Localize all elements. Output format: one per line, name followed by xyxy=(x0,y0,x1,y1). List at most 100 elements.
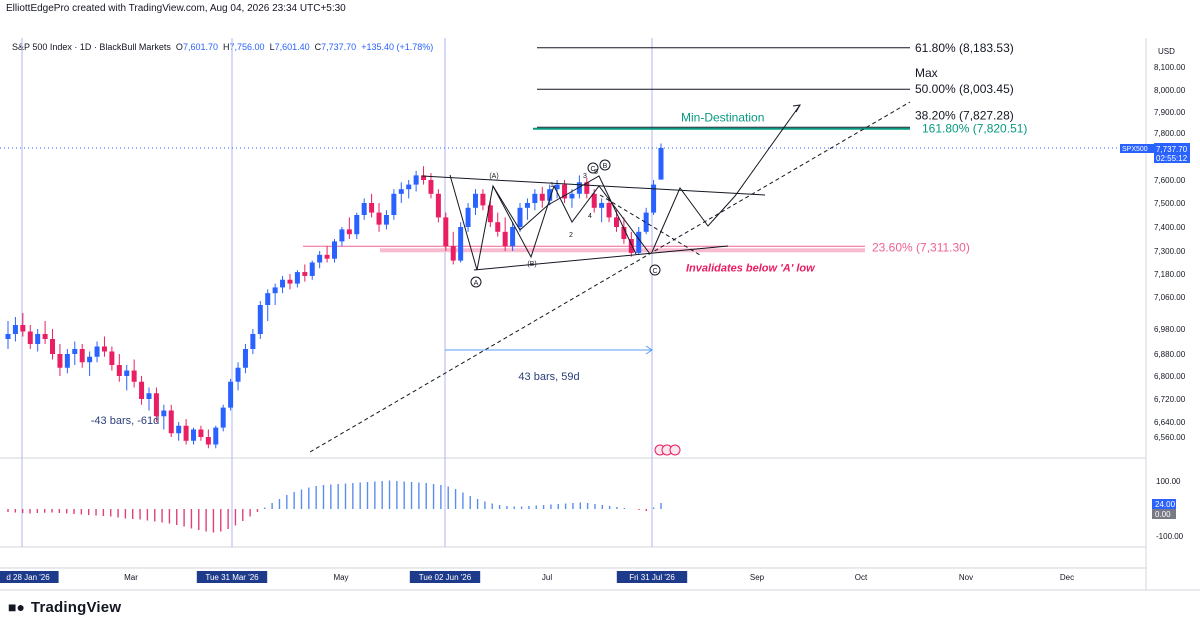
candle-body xyxy=(35,334,41,344)
candle-body xyxy=(599,203,605,208)
candle-body xyxy=(124,370,130,376)
candle-body xyxy=(57,354,63,368)
candle-body xyxy=(280,279,286,288)
wave-label-a-circle xyxy=(470,276,482,288)
candle-body xyxy=(428,180,434,194)
support-band xyxy=(380,248,865,253)
candle-body xyxy=(576,182,582,194)
tradingview-logo-icon: ■● xyxy=(8,599,25,615)
price-tick-label: 7,180.00 xyxy=(1154,270,1186,279)
wave-label-c-circle xyxy=(649,264,661,276)
candle-body xyxy=(487,205,493,223)
candle-body xyxy=(332,241,337,259)
candle-body xyxy=(139,381,145,399)
wave-label-c: C xyxy=(652,268,657,275)
symbol-name: S&P 500 Index · 1D · BlackBull Markets xyxy=(12,42,171,52)
currency-label: USD xyxy=(1158,47,1175,56)
candle-body xyxy=(539,193,545,201)
candle-body xyxy=(591,193,597,208)
candle-body xyxy=(272,287,278,294)
candle-body xyxy=(220,407,226,428)
candle-body xyxy=(502,231,508,247)
price-tick-label: 6,720.00 xyxy=(1154,395,1186,404)
candle-body xyxy=(510,227,516,247)
fib-note-max: Max xyxy=(915,66,938,80)
osc-tick-label: -100.00 xyxy=(1156,532,1184,541)
countdown-text: 02:55:12 xyxy=(1156,154,1188,163)
price-tick-label: 7,400.00 xyxy=(1154,223,1186,232)
candle-body xyxy=(183,425,189,441)
candle-body xyxy=(12,325,18,334)
candle-body xyxy=(421,175,427,180)
candle-body xyxy=(554,184,560,190)
fib-label-236: 23.60% (7,311.30) xyxy=(872,240,970,254)
lower-channel-dashed xyxy=(309,101,911,453)
time-tick-label: Jul xyxy=(542,573,552,582)
tradingview-brand: TradingView xyxy=(30,598,122,616)
candle-body xyxy=(524,203,530,208)
candle-body xyxy=(205,437,211,445)
price-tick-label: 7,800.00 xyxy=(1154,129,1186,138)
last-price-badge xyxy=(1154,143,1190,163)
min-destination-label: Min-Destination xyxy=(681,111,764,125)
candle-body xyxy=(213,427,219,445)
triangle-upper-trendline xyxy=(421,175,766,196)
wave-label-b-circle xyxy=(599,159,611,171)
candle-body xyxy=(458,227,464,261)
ticker-badge xyxy=(1120,144,1154,153)
candle-body xyxy=(5,334,11,339)
candle-body xyxy=(450,246,456,261)
wave-label-c-small: C xyxy=(590,166,595,173)
candle-body xyxy=(562,184,568,199)
candle-body xyxy=(376,212,382,225)
candle-body xyxy=(257,305,263,334)
candle-body xyxy=(628,239,634,253)
candle-body xyxy=(87,356,93,363)
candle-body xyxy=(72,349,78,354)
chart-creator-caption: ElliottEdgePro created with TradingView.… xyxy=(6,3,346,14)
ohlc-open: 7,601.70 xyxy=(182,42,218,52)
symbol-header: S&P 500 Index · 1D · BlackBull Markets O… xyxy=(12,42,433,52)
fib-label: 61.80% (8,183.53) xyxy=(915,41,1014,55)
candle-body xyxy=(354,215,360,235)
candle-body xyxy=(569,193,575,199)
candle-body xyxy=(443,217,449,247)
time-tick-label: Tue 02 Jun '26 xyxy=(419,573,472,582)
fib-label: 38.20% (7,827.28) xyxy=(915,108,1014,122)
price-tick-label: 7,600.00 xyxy=(1154,176,1186,185)
candle-body xyxy=(302,272,308,276)
candle-body xyxy=(613,217,619,227)
fib-label-161: 161.80% (7,820.51) xyxy=(922,122,1027,136)
sub-wave-label: 3 xyxy=(583,173,587,180)
time-tick-label: May xyxy=(333,573,348,582)
wave-label-a-paren: (A) xyxy=(489,173,498,180)
candle-body xyxy=(636,231,642,253)
candle-body xyxy=(495,222,501,232)
price-tick-label: 6,980.00 xyxy=(1154,325,1186,334)
bars-range-right-label: 43 bars, 59d xyxy=(518,371,579,383)
candle-body xyxy=(643,212,649,232)
candle-body xyxy=(287,279,293,284)
candle-body xyxy=(532,193,538,203)
candle-body xyxy=(176,425,182,434)
candle-body xyxy=(235,367,241,382)
sub-wave-label: 1 xyxy=(550,182,554,189)
candle-body xyxy=(651,184,657,213)
candle-body xyxy=(472,193,478,208)
wave-label-a: A xyxy=(474,280,479,287)
price-tick-label: 7,060.00 xyxy=(1154,293,1186,302)
bars-range-arrowhead xyxy=(645,345,653,355)
candle-body xyxy=(168,410,174,434)
ohlc-low-label: L xyxy=(269,42,275,52)
price-tick-label: 6,800.00 xyxy=(1154,372,1186,381)
candle-body xyxy=(465,207,471,227)
candle-body xyxy=(109,351,115,365)
fib-label: 50.00% (8,003.45) xyxy=(915,82,1014,96)
candle-body xyxy=(161,410,167,417)
candle-body xyxy=(20,325,26,332)
price-tick-label: 6,640.00 xyxy=(1154,418,1186,427)
osc-zero-text: 0.00 xyxy=(1155,510,1171,519)
candle-body xyxy=(242,349,248,368)
candle-body xyxy=(50,339,56,354)
